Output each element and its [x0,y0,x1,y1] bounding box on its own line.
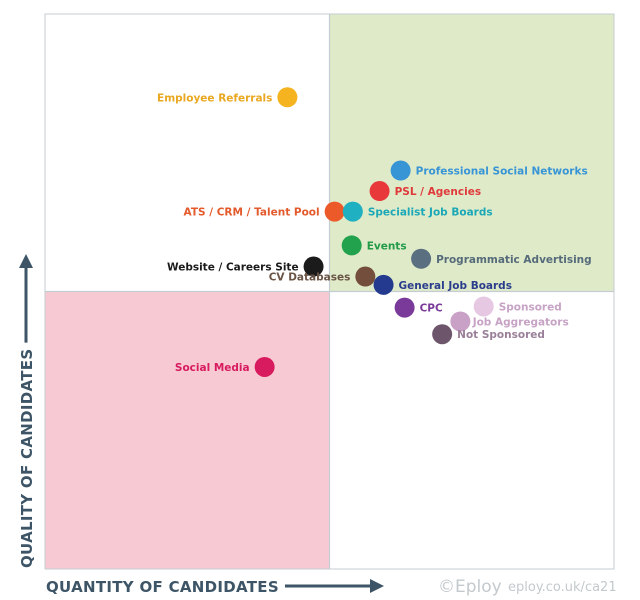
credit: ©Eploy eploy.co.uk/ca21 [438,577,617,597]
label-programmatic-advertising: Programmatic Advertising [436,254,592,266]
y-axis-arrow-icon [19,254,33,268]
point-job-aggregators [450,311,471,332]
label-specialist-job-boards: Specialist Job Boards [368,207,493,219]
quadrant-bottom-left [44,291,330,570]
quadrant-top-right [329,13,615,292]
point-cpc [394,297,415,318]
quadrant-top-left [44,13,330,292]
point-website-careers-site [303,256,324,277]
annotation-job-aggregators: Job Aggregators [472,316,569,328]
point-professional-social-networks [390,160,411,181]
label-cpc: CPC [420,303,443,315]
y-axis-title: QUALITY OF CANDIDATES [18,349,36,568]
label-website-careers-site: Website / Careers Site [167,262,299,274]
point-ats-crm-talent-pool [324,201,345,222]
credit-url: eploy.co.uk/ca21 [508,580,617,595]
x-axis: QUANTITY OF CANDIDATES [46,578,384,596]
label-employee-referrals: Employee Referrals [157,92,272,104]
label-sponsored: Sponsored [499,301,562,313]
data-points [254,87,494,377]
label-general-job-boards: General Job Boards [399,280,512,292]
label-social-media: Social Media [175,362,250,374]
y-axis: QUALITY OF CANDIDATES [18,254,36,568]
quadrant-bottom-right [329,291,615,570]
label-ats-crm-talent-pool: ATS / CRM / Talent Pool [184,207,320,219]
x-axis-arrow-icon [370,579,384,593]
quadrant-dividers [45,14,614,569]
point-specialist-job-boards [342,201,363,222]
point-programmatic-advertising [411,248,432,269]
label-professional-social-networks: Professional Social Networks [416,166,588,178]
label-events: Events [367,240,407,252]
credit-brand: ©Eploy [438,577,502,597]
point-employee-referrals [277,87,298,108]
point-general-job-boards [373,274,394,295]
data-labels: Employee Referrals Professional Social Ne… [157,92,592,374]
label-psl-agencies: PSL / Agencies [395,186,482,198]
point-social-media [254,356,275,377]
point-sponsored [473,296,494,317]
x-axis-title: QUANTITY OF CANDIDATES [46,578,279,596]
point-psl-agencies [369,181,390,202]
label-cv-databases: CV Databases [269,272,351,284]
point-cv-databases [355,266,376,287]
point-not-sponsored [432,324,453,345]
quadrant-backgrounds [44,13,615,570]
point-events [341,235,362,256]
label-not-sponsored: Not Sponsored [457,329,545,341]
